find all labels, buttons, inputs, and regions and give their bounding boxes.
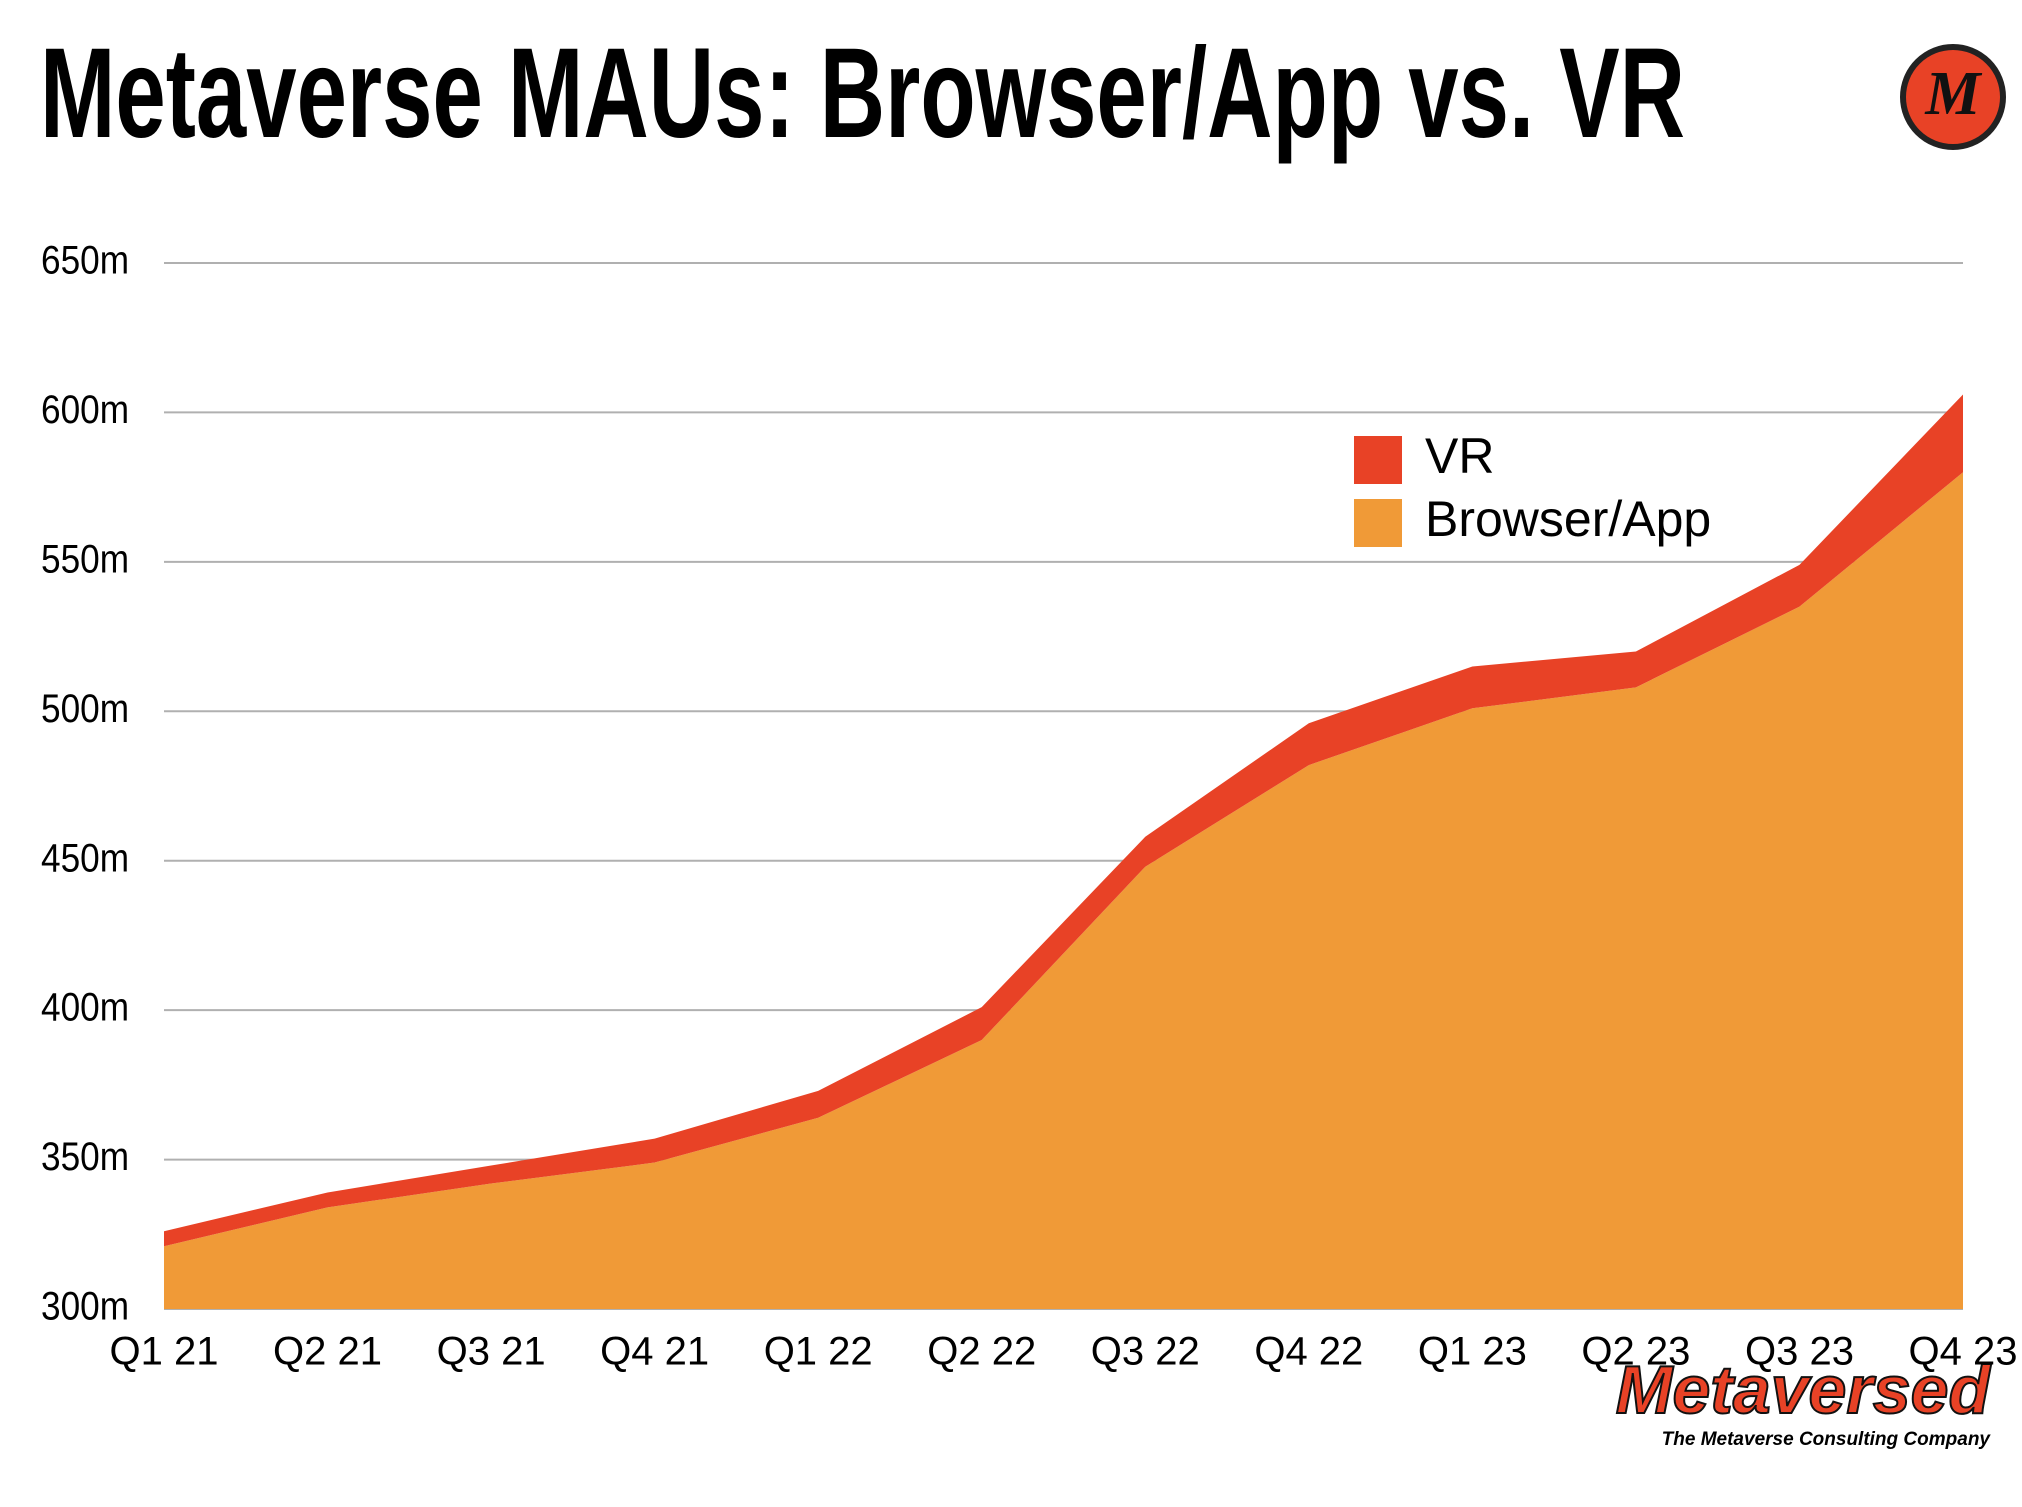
brand-tagline: The Metaverse Consulting Company <box>1662 1429 1992 1450</box>
y-tick-label: 300m <box>41 1285 129 1329</box>
y-tick-label: 600m <box>41 388 129 432</box>
brand: Metaversed <box>1616 1352 1992 1428</box>
x-tick-label: Q3 22 <box>1091 1330 1200 1374</box>
legend-label: Browser/App <box>1425 491 1711 547</box>
y-tick-label: 350m <box>41 1135 129 1179</box>
legend-swatch <box>1354 499 1402 547</box>
legend-label: VR <box>1425 428 1494 484</box>
x-tick-label: Q4 23 <box>1909 1330 2018 1374</box>
x-tick-label: Q4 22 <box>1254 1330 1363 1374</box>
x-tick-label: Q3 23 <box>1745 1330 1854 1374</box>
area <box>164 472 1963 1309</box>
y-tick-label: 650m <box>41 239 129 283</box>
x-tick-label: Q1 23 <box>1418 1330 1527 1374</box>
x-tick-label: Q1 21 <box>110 1330 219 1374</box>
y-tick-label: 400m <box>41 986 129 1030</box>
chart-title: Metaverse MAUs: Browser/App vs. VR <box>40 22 1685 165</box>
logo <box>1900 44 2006 150</box>
y-tick-label: 550m <box>41 537 129 581</box>
logo-letter: M <box>1924 60 1982 128</box>
x-tick-label: Q2 21 <box>273 1330 382 1374</box>
x-tick-label: Q2 23 <box>1581 1330 1690 1374</box>
x-tick-label: Q2 22 <box>927 1330 1036 1374</box>
x-tick-label: Q1 22 <box>764 1330 873 1374</box>
legend-swatch <box>1354 436 1402 484</box>
y-tick-label: 500m <box>41 687 129 731</box>
x-tick-label: Q3 21 <box>437 1330 546 1374</box>
x-tick-label: Q4 21 <box>600 1330 709 1374</box>
y-tick-label: 450m <box>41 836 129 880</box>
